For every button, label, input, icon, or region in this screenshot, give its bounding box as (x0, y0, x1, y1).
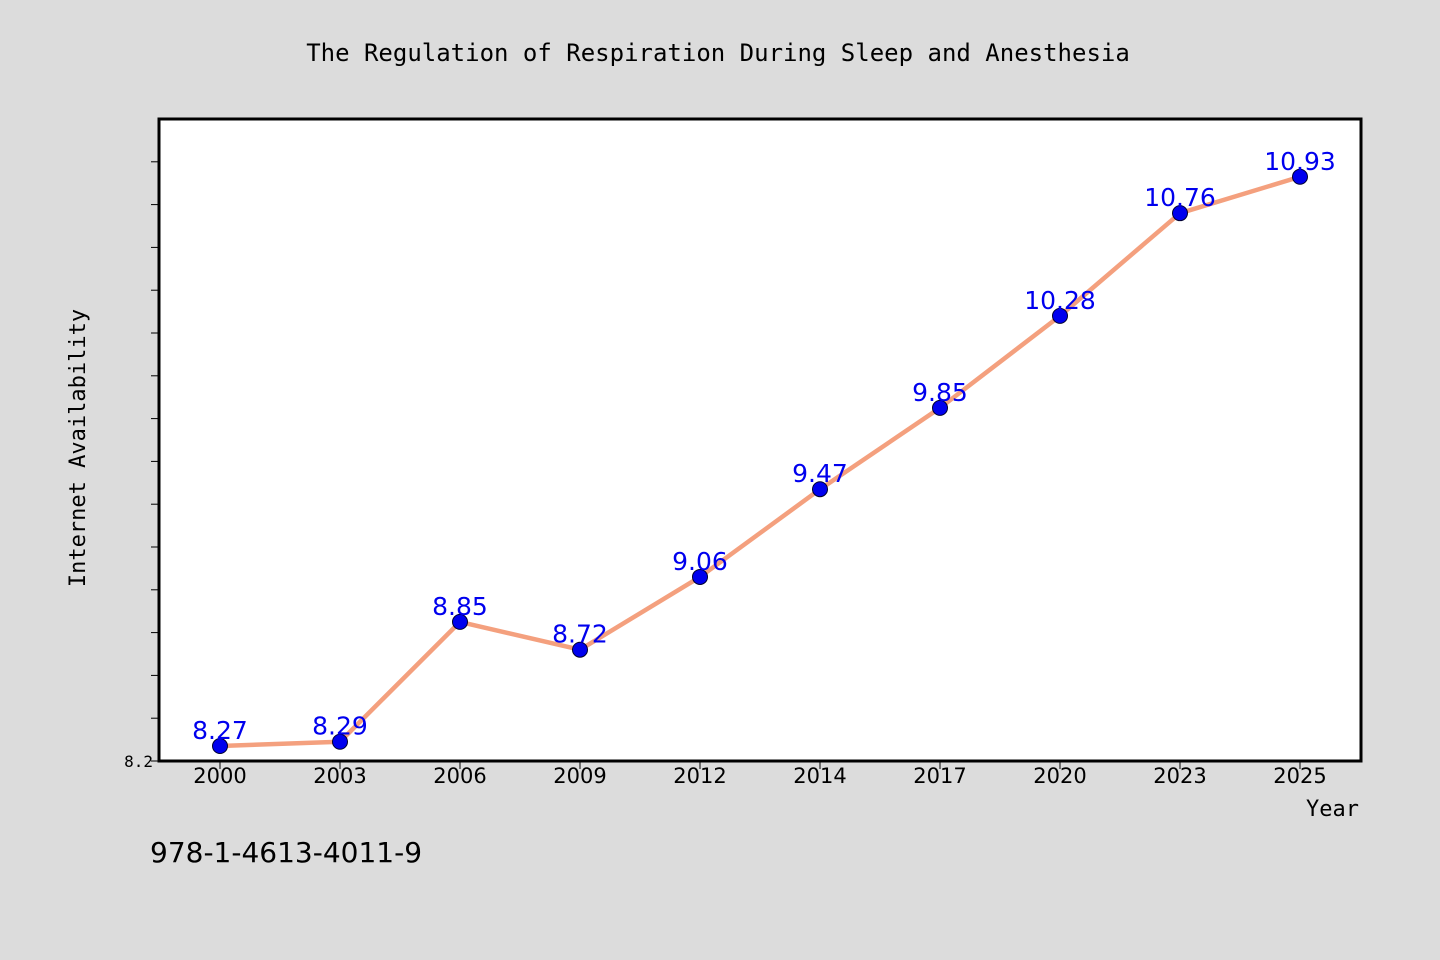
x-axis-label: Year (1306, 797, 1359, 822)
data-label: 8.27 (192, 716, 248, 745)
x-tick-label: 2020 (1033, 764, 1086, 788)
data-label: 8.85 (432, 592, 488, 621)
x-tick-label: 2014 (793, 764, 846, 788)
data-point (1292, 168, 1308, 185)
x-tick-label: 2017 (913, 764, 966, 788)
x-tick-label: 2000 (193, 764, 246, 788)
data-point (692, 568, 708, 585)
x-tick-label: 2025 (1273, 764, 1326, 788)
data-label: 8.29 (312, 712, 368, 741)
x-tick-label: 2006 (433, 764, 486, 788)
data-labels: 8.27 8.29 8.85 8.72 9.06 9.47 9.85 10.28 10.76 10… (192, 147, 1336, 745)
data-point (212, 738, 228, 755)
x-axis-ticks: 2000 2003 2006 2009 2012 2014 2017 2020 2023 2025 (193, 761, 1327, 788)
x-tick-label: 2023 (1153, 764, 1206, 788)
series-layer (212, 168, 1308, 755)
data-label: 10.28 (1024, 286, 1096, 315)
x-tick-label: 2003 (313, 764, 366, 788)
y-axis-label: Internet Availability (66, 309, 91, 587)
chart-title: The Regulation of Respiration During Sle… (306, 39, 1130, 67)
data-label: 9.47 (792, 459, 848, 488)
y-tick-label: 8.2 (124, 752, 153, 771)
data-point (1052, 307, 1068, 324)
data-label: 10.93 (1264, 147, 1336, 176)
series-line (217, 174, 1303, 749)
data-label: 9.06 (672, 547, 728, 576)
data-point (812, 481, 828, 498)
isbn-footer: 978-1-4613-4011-9 (150, 836, 422, 869)
x-tick-label: 2009 (553, 764, 606, 788)
data-point (332, 733, 348, 750)
data-label: 8.72 (552, 620, 608, 649)
data-label: 10.76 (1144, 183, 1216, 212)
data-point (932, 399, 948, 416)
data-point (572, 641, 588, 658)
plot-area (157, 117, 1363, 763)
data-point (1172, 205, 1188, 222)
data-point (452, 613, 468, 630)
y-axis-ticks: 8.2 (124, 161, 159, 771)
data-label: 9.85 (912, 378, 968, 407)
x-tick-label: 2012 (673, 764, 726, 788)
